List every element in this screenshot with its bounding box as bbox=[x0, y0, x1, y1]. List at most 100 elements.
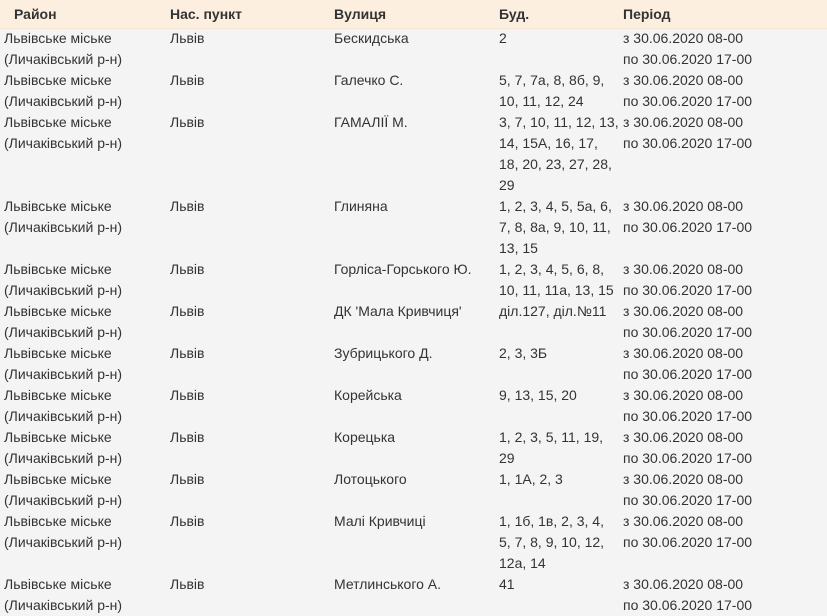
street-cell: Галечко С. bbox=[334, 72, 404, 88]
table-row: Львівське міське (Личаківський р-н) Львів… bbox=[0, 112, 827, 196]
period-from: з 30.06.2020 08-00 bbox=[623, 513, 744, 529]
period-cell: з 30.06.2020 08-00 по 30.06.2020 17-00 bbox=[619, 385, 827, 427]
buildings-cell: 41 bbox=[499, 576, 515, 592]
period-cell: з 30.06.2020 08-00 по 30.06.2020 17-00 bbox=[619, 427, 827, 469]
street-cell: Горліса-Горського Ю. bbox=[334, 261, 472, 277]
buildings-cell: 1, 2, 3, 5, 11, 19, 29 bbox=[499, 429, 604, 466]
table-row: Львівське міське (Личаківський р-н) Львів… bbox=[0, 427, 827, 469]
table-row: Львівське міське (Личаківський р-н) Львів… bbox=[0, 70, 827, 112]
period-to: по 30.06.2020 17-00 bbox=[623, 93, 753, 109]
period-from: з 30.06.2020 08-00 bbox=[623, 471, 744, 487]
table-row: Львівське міське (Личаківський р-н) Львів… bbox=[0, 385, 827, 427]
period-from: з 30.06.2020 08-00 bbox=[623, 198, 744, 214]
street-cell: ДК 'Мала Кривчиця' bbox=[334, 303, 462, 319]
period-from: з 30.06.2020 08-00 bbox=[623, 261, 744, 277]
district-cell: Львівське міське (Личаківський р-н) bbox=[4, 471, 123, 508]
period-cell: з 30.06.2020 08-00 по 30.06.2020 17-00 bbox=[619, 112, 827, 196]
period-from: з 30.06.2020 08-00 bbox=[623, 30, 744, 46]
header-period: Період bbox=[619, 0, 827, 28]
buildings-cell: 1, 1б, 1в, 2, 3, 4, 5, 7, 8, 9, 10, 12, … bbox=[499, 513, 605, 571]
header-street: Вулиця bbox=[330, 0, 495, 28]
city-cell: Львів bbox=[170, 513, 205, 529]
street-cell: Глиняна bbox=[334, 198, 388, 214]
city-cell: Львів bbox=[170, 345, 205, 361]
district-cell: Львівське міське (Личаківський р-н) bbox=[4, 303, 123, 340]
period-to: по 30.06.2020 17-00 bbox=[623, 597, 753, 613]
city-cell: Львів bbox=[170, 303, 205, 319]
city-cell: Львів bbox=[170, 30, 205, 46]
district-cell: Львівське міське (Личаківський р-н) bbox=[4, 72, 123, 109]
street-cell: Лотоцького bbox=[334, 471, 407, 487]
district-cell: Львівське міське (Личаківський р-н) bbox=[4, 429, 123, 466]
period-cell: з 30.06.2020 08-00 по 30.06.2020 17-00 bbox=[619, 70, 827, 112]
city-cell: Львів bbox=[170, 198, 205, 214]
period-from: з 30.06.2020 08-00 bbox=[623, 387, 744, 403]
street-cell: Малі Кривчиці bbox=[334, 513, 426, 529]
table-row: Львівське міське (Личаківський р-н) Львів… bbox=[0, 343, 827, 385]
period-from: з 30.06.2020 08-00 bbox=[623, 303, 744, 319]
city-cell: Львів bbox=[170, 72, 205, 88]
buildings-cell: 1, 2, 3, 4, 5, 6, 8, 10, 11, 11а, 13, 15 bbox=[499, 261, 614, 298]
buildings-cell: 1, 2, 3, 4, 5, 5а, 6, 7, 8, 8а, 9, 10, 1… bbox=[499, 198, 612, 256]
period-to: по 30.06.2020 17-00 bbox=[623, 450, 753, 466]
district-cell: Львівське міське (Личаківський р-н) bbox=[4, 345, 123, 382]
city-cell: Львів bbox=[170, 114, 205, 130]
district-cell: Львівське міське (Личаківський р-н) bbox=[4, 576, 123, 613]
period-from: з 30.06.2020 08-00 bbox=[623, 429, 744, 445]
district-cell: Львівське міське (Личаківський р-н) bbox=[4, 261, 123, 298]
period-to: по 30.06.2020 17-00 bbox=[623, 51, 753, 67]
period-from: з 30.06.2020 08-00 bbox=[623, 576, 744, 592]
district-cell: Львівське міське (Личаківський р-н) bbox=[4, 30, 123, 67]
table-row: Львівське міське (Личаківський р-н) Львів… bbox=[0, 574, 827, 616]
table-row: Львівське міське (Личаківський р-н) Львів… bbox=[0, 511, 827, 574]
period-to: по 30.06.2020 17-00 bbox=[623, 366, 753, 382]
city-cell: Львів bbox=[170, 576, 205, 592]
district-cell: Львівське міське (Личаківський р-н) bbox=[4, 387, 123, 424]
city-cell: Львів bbox=[170, 429, 205, 445]
period-from: з 30.06.2020 08-00 bbox=[623, 72, 744, 88]
street-cell: Зубрицького Д. bbox=[334, 345, 433, 361]
table-row: Львівське міське (Личаківський р-н) Львів… bbox=[0, 28, 827, 70]
street-cell: Бескидська bbox=[334, 30, 409, 46]
street-cell: Метлинського А. bbox=[334, 576, 442, 592]
buildings-cell: 1, 1А, 2, 3 bbox=[499, 471, 563, 487]
period-cell: з 30.06.2020 08-00 по 30.06.2020 17-00 bbox=[619, 28, 827, 70]
header-city: Нас. пункт bbox=[166, 0, 330, 28]
period-cell: з 30.06.2020 08-00 по 30.06.2020 17-00 bbox=[619, 574, 827, 616]
table-row: Львівське міське (Личаківський р-н) Львів… bbox=[0, 259, 827, 301]
period-cell: з 30.06.2020 08-00 по 30.06.2020 17-00 bbox=[619, 301, 827, 343]
period-from: з 30.06.2020 08-00 bbox=[623, 345, 744, 361]
district-cell: Львівське міське (Личаківський р-н) bbox=[4, 114, 123, 151]
period-to: по 30.06.2020 17-00 bbox=[623, 324, 753, 340]
buildings-cell: 2, 3, 3Б bbox=[499, 345, 548, 361]
street-cell: ГАМАЛІЇ М. bbox=[334, 114, 408, 130]
buildings-cell: 5, 7, 7а, 8, 8б, 9, 10, 11, 12, 24 bbox=[499, 72, 605, 109]
table-row: Львівське міське (Личаківський р-н) Львів… bbox=[0, 469, 827, 511]
period-to: по 30.06.2020 17-00 bbox=[623, 219, 753, 235]
header-district: Район bbox=[0, 0, 166, 28]
street-cell: Корейська bbox=[334, 387, 402, 403]
period-cell: з 30.06.2020 08-00 по 30.06.2020 17-00 bbox=[619, 259, 827, 301]
table-header-row: Район Нас. пункт Вулиця Буд. Період bbox=[0, 0, 827, 28]
period-cell: з 30.06.2020 08-00 по 30.06.2020 17-00 bbox=[619, 196, 827, 259]
street-cell: Корецька bbox=[334, 429, 396, 445]
buildings-cell: 9, 13, 15, 20 bbox=[499, 387, 577, 403]
period-to: по 30.06.2020 17-00 bbox=[623, 534, 753, 550]
header-buildings: Буд. bbox=[495, 0, 619, 28]
period-cell: з 30.06.2020 08-00 по 30.06.2020 17-00 bbox=[619, 469, 827, 511]
period-cell: з 30.06.2020 08-00 по 30.06.2020 17-00 bbox=[619, 343, 827, 385]
buildings-cell: діл.127, діл.№11 bbox=[499, 303, 607, 319]
city-cell: Львів bbox=[170, 471, 205, 487]
buildings-cell: 3, 7, 10, 11, 12, 13, 14, 15А, 16, 17, 1… bbox=[499, 114, 619, 193]
period-from: з 30.06.2020 08-00 bbox=[623, 114, 744, 130]
district-cell: Львівське міське (Личаківський р-н) bbox=[4, 513, 123, 550]
district-cell: Львівське міське (Личаківський р-н) bbox=[4, 198, 123, 235]
city-cell: Львів bbox=[170, 387, 205, 403]
period-to: по 30.06.2020 17-00 bbox=[623, 282, 753, 298]
table-row: Львівське міське (Личаківський р-н) Львів… bbox=[0, 301, 827, 343]
city-cell: Львів bbox=[170, 261, 205, 277]
table-row: Львівське міське (Личаківський р-н) Львів… bbox=[0, 196, 827, 259]
buildings-cell: 2 bbox=[499, 30, 507, 46]
period-to: по 30.06.2020 17-00 bbox=[623, 408, 753, 424]
